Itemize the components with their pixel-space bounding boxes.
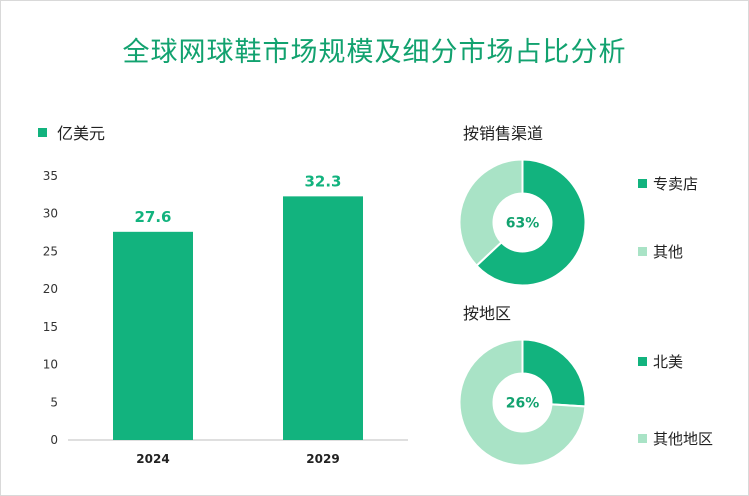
legend-label: 其他地区 (653, 430, 714, 448)
bar-legend: 亿美元 (38, 120, 105, 144)
bar-data-label: 27.6 (134, 208, 171, 226)
bar-chart: 0 5 10 15 20 25 30 35 27.6 2024 32.3 2029 (43, 169, 408, 466)
bar-legend-label: 亿美元 (57, 124, 106, 143)
y-tick-label: 0 (50, 433, 58, 447)
legend-swatch (638, 247, 647, 256)
pie-chart-channel: 63% (458, 158, 587, 287)
y-tick-label: 35 (43, 169, 58, 183)
bar-data-label: 32.3 (304, 172, 341, 190)
legend-swatch (638, 357, 647, 366)
pie-center-label: 26% (506, 396, 540, 412)
page-title: 全球网球鞋市场规模及细分市场占比分析 (122, 37, 627, 68)
y-tick-label: 15 (43, 320, 58, 334)
pie-slice (521, 338, 587, 408)
pie2-title: 按地区 (463, 304, 512, 323)
legend-swatch (638, 434, 647, 443)
legend-label: 其他 (653, 243, 684, 261)
bar (113, 231, 193, 440)
y-tick-label: 20 (43, 282, 58, 296)
pie1-title: 按销售渠道 (463, 124, 544, 143)
y-tick-label: 5 (50, 395, 58, 409)
y-tick-label: 25 (43, 244, 58, 258)
legend-swatch (638, 179, 647, 188)
pie-slice (458, 338, 587, 467)
bar (283, 196, 363, 440)
pie1-legend-item-1: 其他 (638, 241, 683, 262)
pie-slice (458, 158, 524, 268)
y-tick-label: 30 (43, 207, 58, 221)
y-tick-label: 10 (43, 358, 58, 372)
x-tick-label: 2024 (136, 452, 169, 466)
x-tick-label: 2029 (306, 452, 339, 466)
pie-center-label: 63% (506, 216, 540, 232)
pie2-legend-item-1: 其他地区 (638, 428, 713, 449)
bar-legend-swatch (38, 127, 47, 137)
legend-label: 北美 (653, 353, 684, 371)
pie-slice (475, 158, 587, 287)
pie1-legend-item-0: 专卖店 (638, 173, 698, 194)
legend-label: 专卖店 (653, 175, 699, 193)
pie-chart-region: 26% (458, 338, 587, 467)
pie2-legend-item-0: 北美 (638, 351, 683, 372)
